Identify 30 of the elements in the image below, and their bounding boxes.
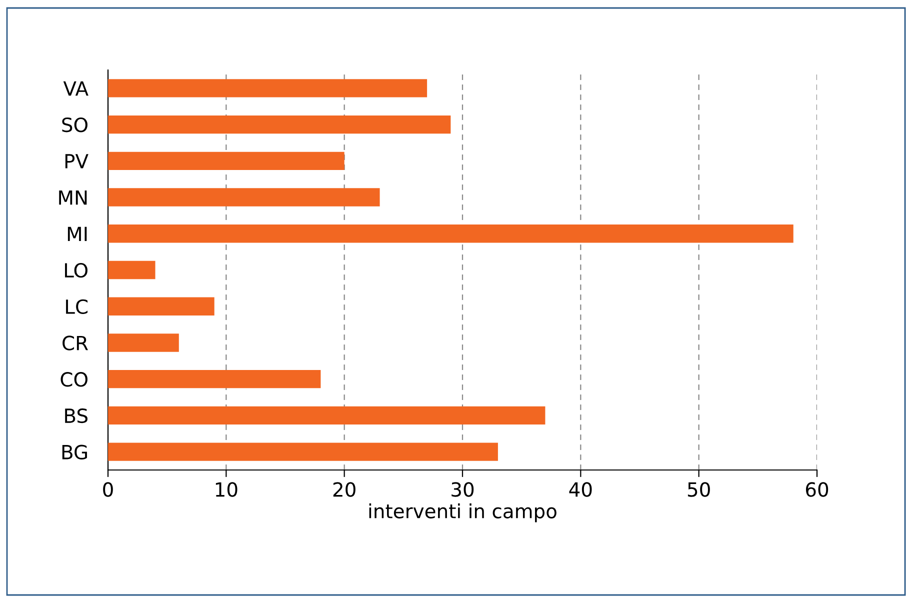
x-tick-label: 60 xyxy=(806,482,828,497)
y-tick-label: PV xyxy=(65,154,88,168)
x-tick-label: 20 xyxy=(333,482,356,497)
bar xyxy=(108,406,546,425)
bar xyxy=(108,152,344,170)
x-tick-label: 40 xyxy=(569,482,592,497)
bar xyxy=(108,297,214,316)
y-tick-label: BS xyxy=(65,408,88,424)
bar xyxy=(108,442,498,461)
y-tick-label: LO xyxy=(65,262,88,278)
x-tick-label: 50 xyxy=(688,482,710,497)
x-tick-label: 30 xyxy=(452,482,474,497)
y-tick-label: MI xyxy=(68,226,87,242)
y-tick-label: CR xyxy=(62,336,88,350)
y-tick-label: MN xyxy=(59,190,87,205)
y-tick-label: LC xyxy=(66,299,88,314)
y-tick-label: VA xyxy=(63,81,88,96)
bar xyxy=(108,370,321,388)
x-tick-label: 10 xyxy=(216,482,238,497)
y-tick-label: CO xyxy=(60,372,88,387)
x-tick-label: 0 xyxy=(103,482,113,497)
y-tick-label: BG xyxy=(62,444,87,460)
bar xyxy=(108,224,794,243)
bar xyxy=(108,188,380,206)
bar xyxy=(108,79,428,98)
bar xyxy=(108,115,451,134)
bar xyxy=(108,334,179,352)
x-axis-title: interventi in campo xyxy=(369,503,556,522)
bar xyxy=(108,260,156,280)
y-tick-label: SO xyxy=(62,118,88,132)
